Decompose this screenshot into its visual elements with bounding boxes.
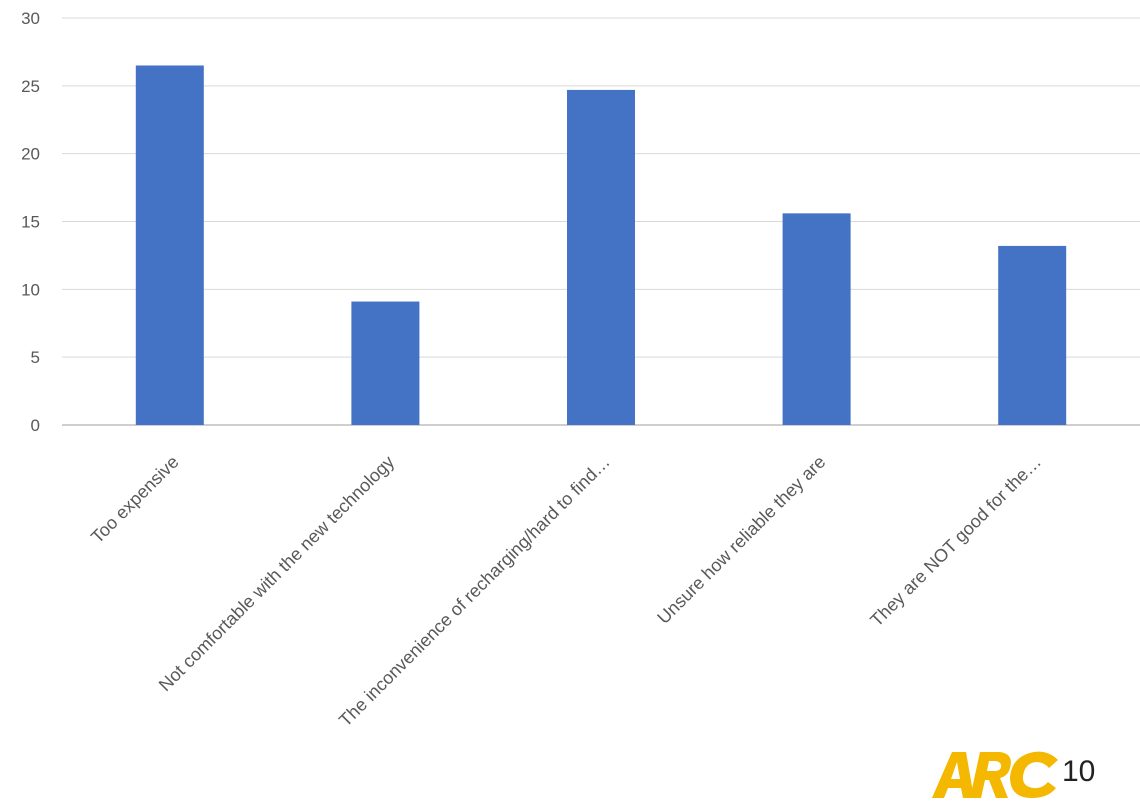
y-axis-tick-labels: 0 5 10 15 20 25 30 bbox=[21, 9, 40, 435]
bar bbox=[998, 245, 1067, 425]
bar bbox=[567, 89, 635, 426]
bar bbox=[782, 213, 851, 425]
arc-logo bbox=[932, 751, 1058, 798]
y-tick-label: 30 bbox=[21, 9, 40, 28]
y-tick-label: 0 bbox=[31, 416, 40, 435]
x-category-label: They are NOT good for the… bbox=[866, 452, 1045, 631]
page-number: 10 bbox=[1062, 755, 1096, 788]
bar bbox=[351, 301, 420, 425]
x-category-label: Not comfortable with the new technology bbox=[155, 452, 398, 695]
bars bbox=[135, 65, 1067, 426]
y-tick-label: 20 bbox=[21, 145, 40, 164]
x-category-label: The inconvenience of recharging/hard to … bbox=[335, 452, 614, 731]
bar bbox=[135, 65, 204, 425]
y-tick-label: 10 bbox=[21, 280, 40, 299]
y-tick-label: 25 bbox=[21, 77, 40, 96]
y-tick-label: 5 bbox=[31, 348, 40, 367]
x-category-label: Too expensive bbox=[87, 452, 183, 548]
x-category-label: Unsure how reliable they are bbox=[653, 452, 829, 628]
y-tick-label: 15 bbox=[21, 213, 40, 232]
